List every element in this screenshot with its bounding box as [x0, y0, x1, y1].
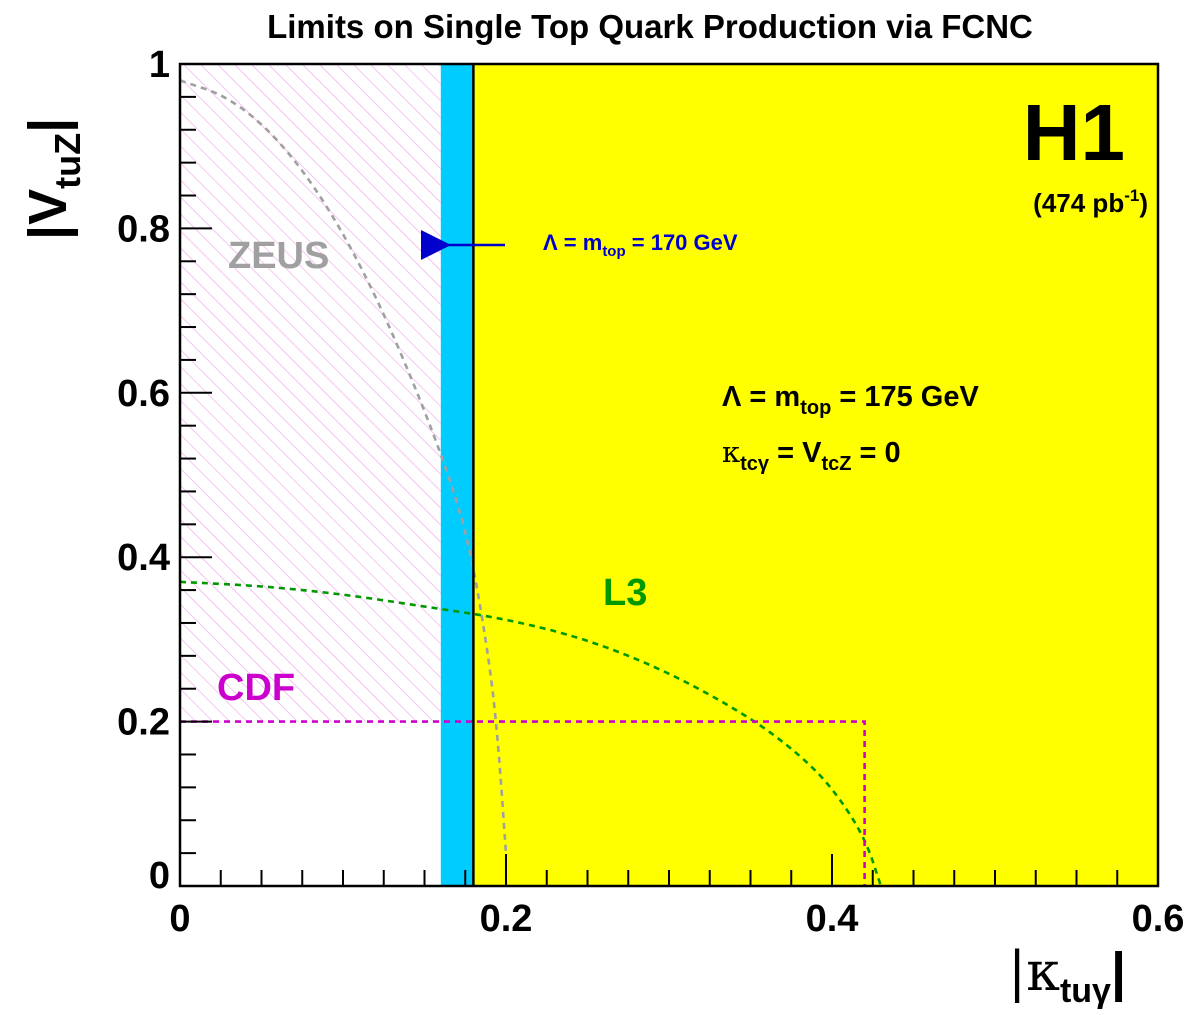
- condition-kappa: κtcγ = VtcZ = 0: [722, 435, 901, 475]
- l3-label: L3: [603, 572, 647, 614]
- arrow-170-sub: top: [602, 243, 625, 260]
- luminosity-main: (474 pb: [1033, 188, 1124, 218]
- curves-layer: [179, 64, 883, 887]
- series-l3-line: [179, 580, 883, 887]
- condition-kappa-mid: = V: [769, 437, 822, 469]
- x-tick-label: 0.4: [806, 898, 859, 940]
- arrow-170-label: Λ = mtop = 170 GeV: [543, 230, 738, 260]
- svg-text:|VtuZ|: |VtuZ|: [18, 118, 88, 240]
- y-tick-label: 0.6: [117, 373, 170, 415]
- x-axis-label-subscript: tuγ: [1060, 972, 1111, 1010]
- y-axis-label-end: |: [18, 118, 79, 133]
- axis-tick-labels: 0 0.2 0.4 0.6 0 0.2 0.4 0.6 0.8 1: [117, 44, 1184, 940]
- condition-lambda-pre: Λ = m: [722, 381, 800, 413]
- x-tick-label: 0: [169, 898, 190, 940]
- y-tick-label: 1: [149, 44, 170, 86]
- luminosity-label: (474 pb-1): [1033, 186, 1148, 218]
- region-zeus: [180, 64, 441, 722]
- luminosity-sup: -1: [1124, 186, 1139, 205]
- condition-lambda-post: = 175 GeV: [831, 381, 979, 413]
- x-axis-label-symbol: |κ: [1008, 940, 1060, 1003]
- y-axis-label-subscript: tuZ: [47, 133, 88, 189]
- arrow-170-pre: Λ = m: [543, 230, 602, 255]
- chart-title: Limits on Single Top Quark Production vi…: [267, 8, 1033, 45]
- regions-layer: [180, 64, 1158, 886]
- y-tick-label: 0.4: [117, 537, 170, 579]
- series-zeus-line: [179, 79, 508, 854]
- y-tick-label: 0.2: [117, 702, 170, 744]
- series-cdf-line: [180, 720, 866, 886]
- condition-kappa-post: = 0: [851, 437, 900, 469]
- region-h1: [473, 64, 1158, 886]
- arrow-170-post: = 170 GeV: [626, 230, 738, 255]
- zeus-label: ZEUS: [228, 235, 329, 277]
- condition-lambda: Λ = mtop = 175 GeV: [722, 381, 979, 419]
- x-axis-label: |κtuγ|: [1008, 940, 1126, 1010]
- condition-lambda-sub: top: [800, 397, 831, 419]
- y-tick-label: 0.8: [117, 208, 170, 250]
- y-axis-label-symbol: |V: [18, 189, 79, 240]
- luminosity-end: ): [1139, 188, 1148, 218]
- axis-ticks: [179, 63, 1159, 887]
- region-h1-170-gev-band: [440, 64, 474, 886]
- cdf-label: CDF: [217, 667, 295, 709]
- y-tick-label: 0: [149, 855, 170, 897]
- condition-kappa-pre: κ: [722, 435, 740, 469]
- y-axis-label: |VtuZ|: [18, 118, 88, 240]
- condition-kappa-sub: tcγ: [740, 453, 770, 475]
- x-tick-label: 0.6: [1132, 898, 1185, 940]
- condition-kappa-sub2: tcZ: [821, 453, 851, 475]
- x-axis-label-end: |: [1111, 942, 1126, 1003]
- x-tick-label: 0.2: [480, 898, 533, 940]
- experiment-label: H1: [1023, 88, 1125, 177]
